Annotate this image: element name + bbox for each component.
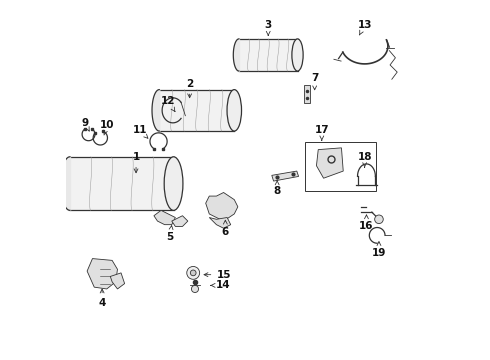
Text: 15: 15 (204, 270, 231, 280)
Text: 7: 7 (311, 73, 318, 90)
Polygon shape (172, 216, 188, 226)
Text: 9: 9 (81, 118, 89, 131)
Polygon shape (272, 171, 298, 181)
Text: 10: 10 (100, 120, 115, 135)
Text: 3: 3 (265, 19, 272, 35)
Ellipse shape (292, 39, 303, 71)
Text: 17: 17 (315, 125, 329, 140)
Polygon shape (317, 148, 343, 178)
Polygon shape (154, 210, 175, 225)
Polygon shape (206, 193, 238, 221)
Polygon shape (239, 39, 297, 71)
Text: 12: 12 (161, 96, 175, 112)
Bar (305, 143, 376, 191)
Bar (304, 85, 310, 103)
Text: 11: 11 (132, 125, 148, 138)
Text: 2: 2 (186, 78, 193, 98)
Text: 1: 1 (132, 152, 140, 173)
Polygon shape (70, 157, 173, 210)
Text: 4: 4 (98, 289, 106, 308)
Polygon shape (209, 217, 231, 228)
Circle shape (190, 270, 196, 276)
Polygon shape (87, 258, 118, 289)
Text: 13: 13 (357, 19, 372, 35)
Text: 16: 16 (359, 215, 374, 231)
Polygon shape (159, 90, 234, 131)
Circle shape (375, 215, 383, 224)
Circle shape (187, 266, 199, 279)
Text: 6: 6 (222, 220, 229, 237)
Text: 14: 14 (211, 280, 231, 291)
Circle shape (192, 285, 198, 293)
Ellipse shape (164, 157, 183, 210)
Polygon shape (110, 273, 124, 289)
Text: 18: 18 (357, 152, 372, 167)
Text: 5: 5 (167, 226, 173, 242)
Ellipse shape (227, 90, 242, 131)
Text: 8: 8 (273, 180, 281, 196)
Text: 19: 19 (372, 242, 386, 258)
